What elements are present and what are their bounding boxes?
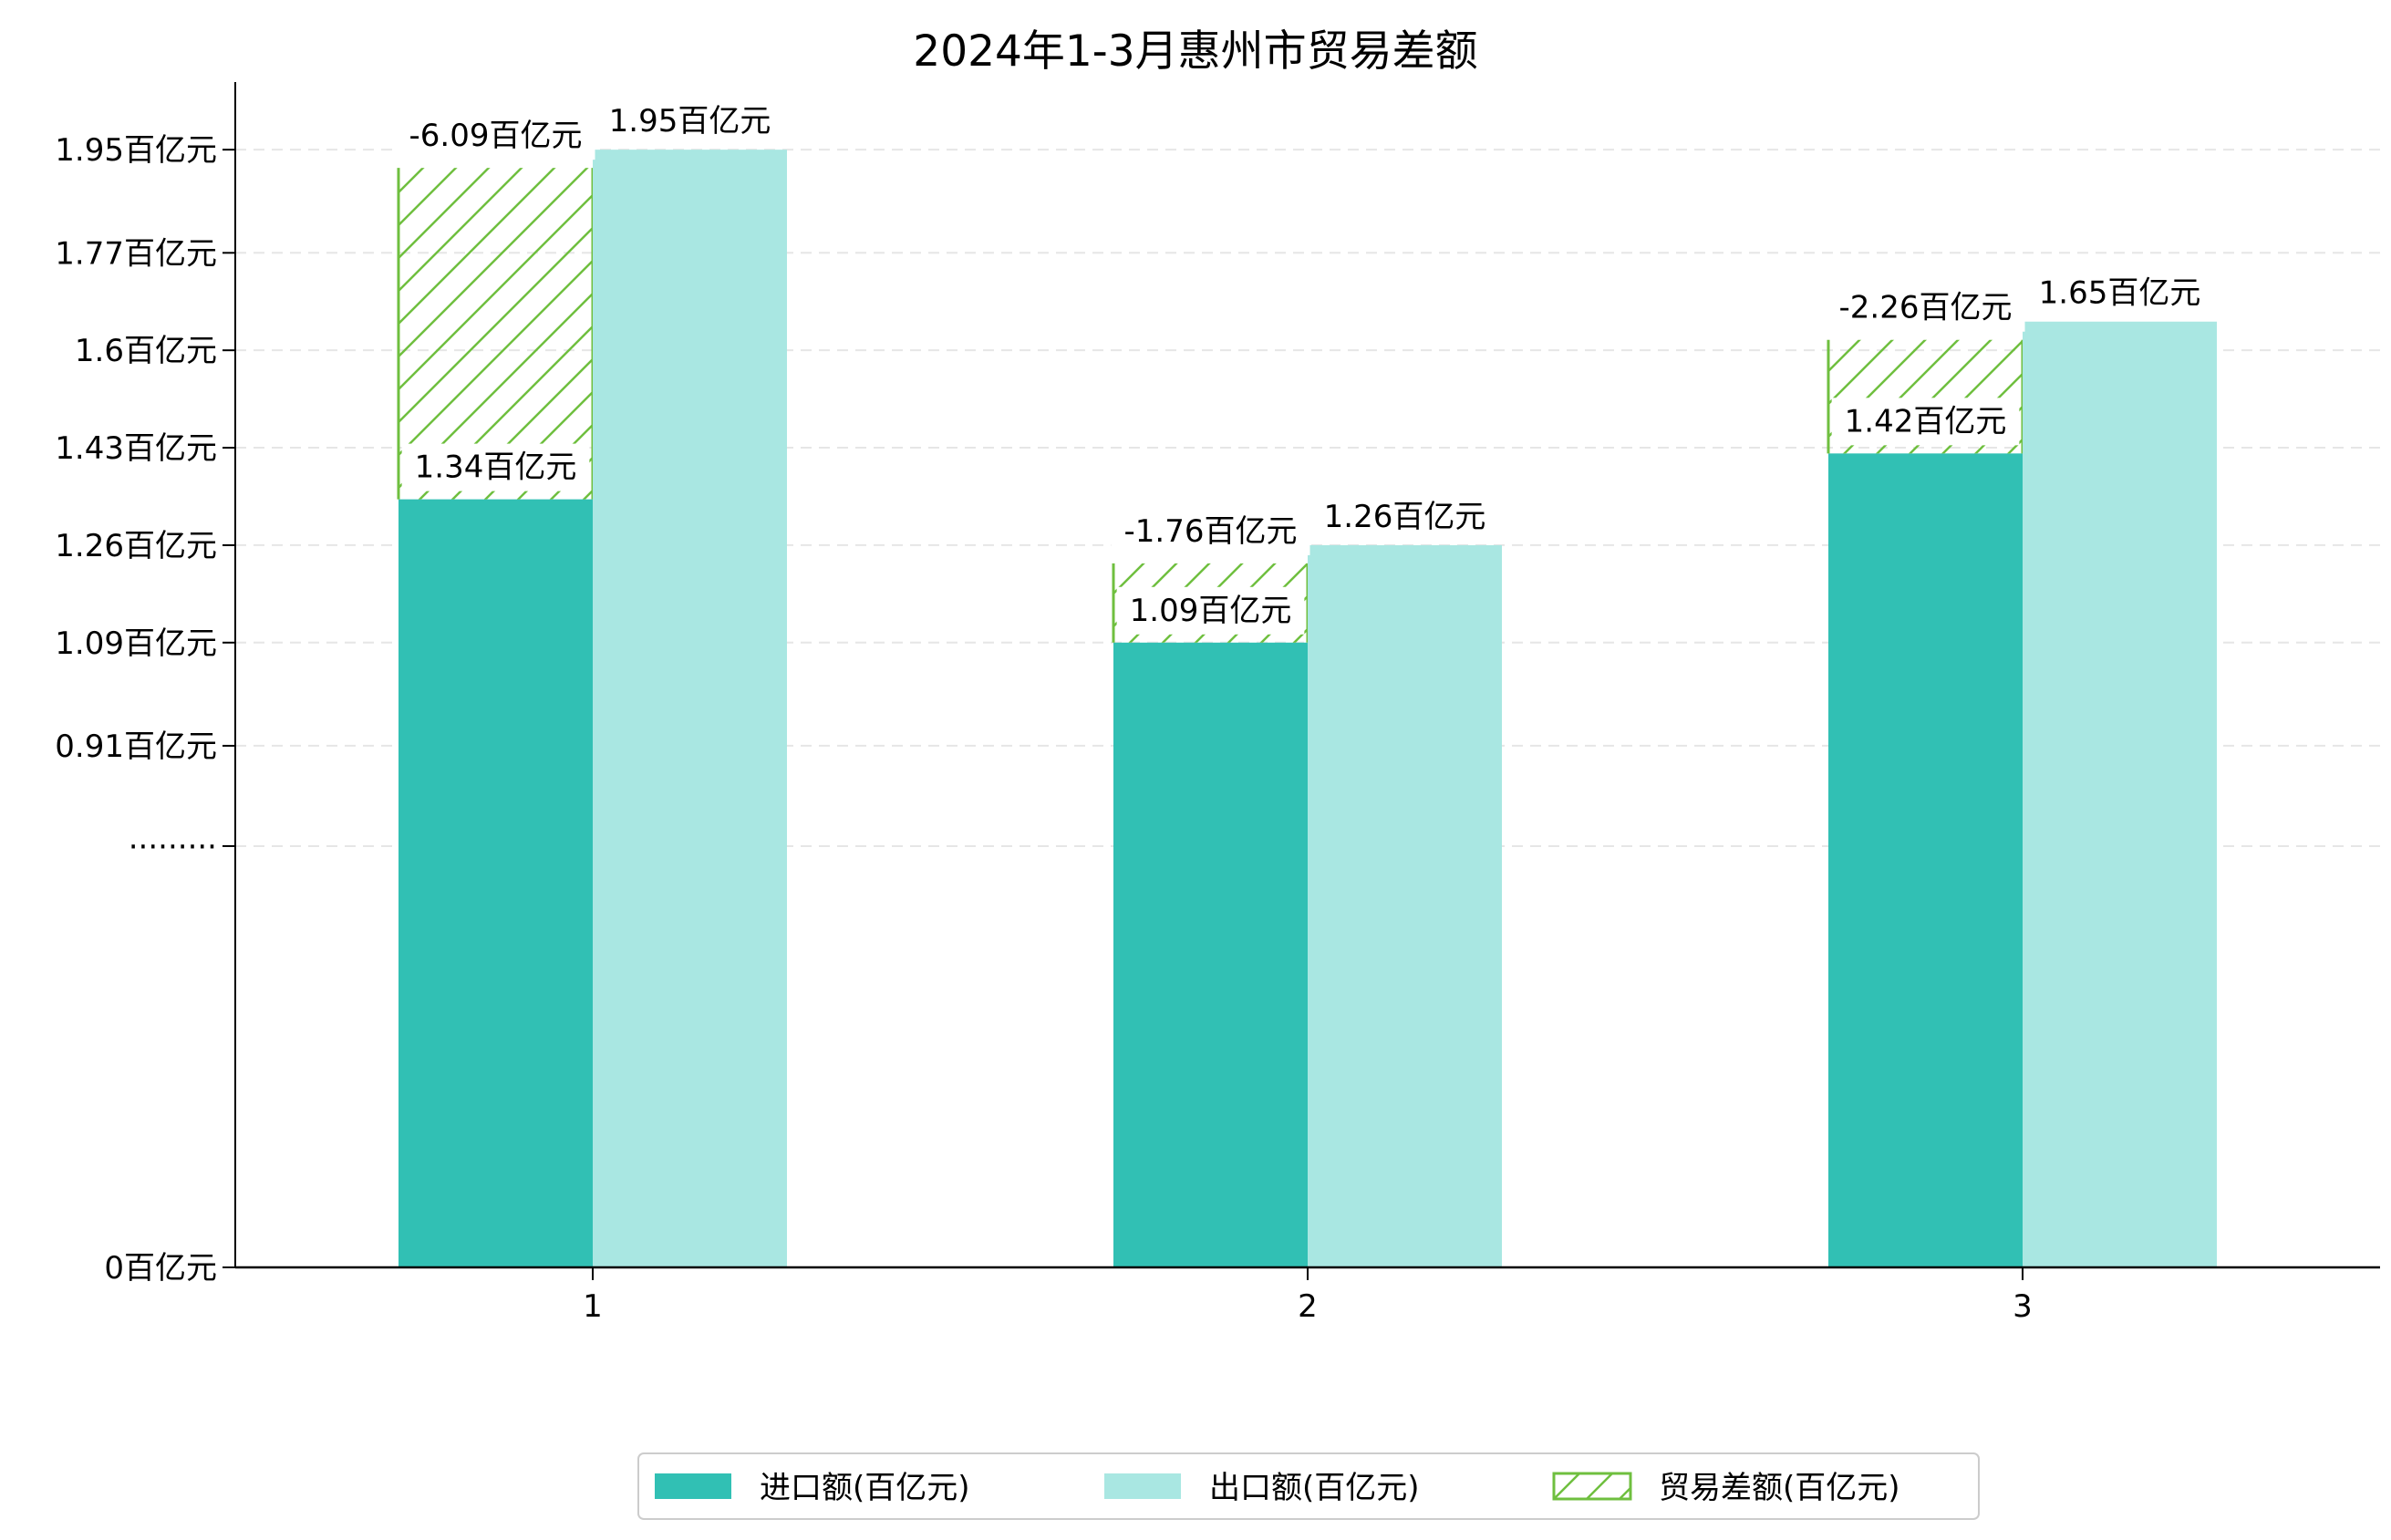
export-bar <box>1308 544 1502 1267</box>
legend-label: 进口额(百亿元) <box>760 1470 970 1506</box>
data-labels: 1.95百亿元 -6.09百亿元 1.34百亿元 1.26百亿元 -1.76百亿元 1.0… <box>396 98 2214 635</box>
axes: 0百亿元 ········· 0.91百亿元 1.09百亿元 1.26百亿元 1.43百亿… <box>55 82 2380 1325</box>
export-value-label: 1.65百亿元 <box>2039 275 2201 312</box>
import-bar <box>398 499 593 1267</box>
legend-swatch <box>655 1473 731 1499</box>
export-value-label: 1.26百亿元 <box>1324 499 1486 535</box>
import-bar <box>1828 453 2023 1268</box>
legend-label: 贸易差额(百亿元) <box>1659 1470 1900 1506</box>
import-value-label-bg <box>1831 398 2020 446</box>
y-tick-label: 1.95百亿元 <box>55 132 217 169</box>
export-value-label: 1.95百亿元 <box>609 103 771 140</box>
trade-balance-value-label: -2.26百亿元 <box>1839 290 2013 326</box>
y-tick-label: 0.91百亿元 <box>55 729 217 765</box>
trade-balance-value-label-bg <box>1111 507 1310 555</box>
import-value-label: 1.34百亿元 <box>415 450 577 486</box>
trade-balance-value-label-bg <box>396 112 595 160</box>
x-tick-label: 3 <box>2013 1288 2033 1325</box>
x-tick-label: 2 <box>1298 1288 1318 1325</box>
import-value-label-bg <box>401 443 590 491</box>
export-value-label-bg <box>2025 269 2214 317</box>
y-tick-label: 1.43百亿元 <box>55 430 217 467</box>
legend-box <box>637 1452 1980 1520</box>
legend: 进口额(百亿元) 出口额(百亿元) 贸易差额(百亿元) <box>637 1452 1980 1520</box>
y-tick-label: ········· <box>129 829 217 865</box>
export-value-label-bg <box>595 98 784 146</box>
trade-balance-value-label-bg <box>1826 284 2025 332</box>
legend-swatch <box>1104 1473 1181 1499</box>
legend-swatch <box>1552 1472 1632 1501</box>
x-tick-label: 1 <box>583 1288 603 1325</box>
export-value-label-bg <box>1310 492 1499 541</box>
y-tick-label: 1.77百亿元 <box>55 235 217 272</box>
y-tick-label: 1.26百亿元 <box>55 528 217 564</box>
trade-balance-value-label: -6.09百亿元 <box>409 118 583 154</box>
import-value-label-bg <box>1116 586 1305 635</box>
import-bar <box>1113 642 1308 1267</box>
trade-balance-value-label: -1.76百亿元 <box>1124 513 1298 550</box>
chart-title: 2024年1-3月惠州市贸易差额 <box>913 26 1477 77</box>
legend-label: 出口额(百亿元) <box>1209 1470 1420 1506</box>
y-tick-label: 0百亿元 <box>104 1250 217 1287</box>
export-bar <box>593 150 787 1267</box>
y-tick-label: 1.6百亿元 <box>75 333 217 369</box>
export-bar <box>2023 321 2217 1268</box>
import-value-label: 1.09百亿元 <box>1130 593 1292 629</box>
import-value-label: 1.42百亿元 <box>1845 403 2007 439</box>
y-tick-label: 1.09百亿元 <box>55 625 217 662</box>
